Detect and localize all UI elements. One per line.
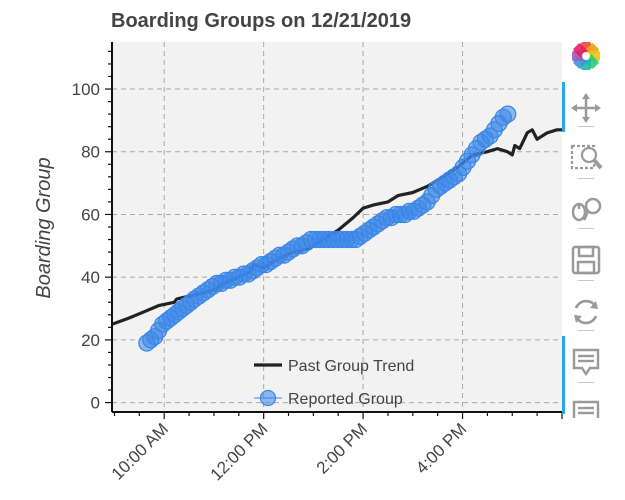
save-icon [571,245,601,275]
y-tick-label: 0 [91,394,100,413]
toolbar-separator [578,126,594,127]
y-tick-label: 80 [81,143,100,162]
x-tick-label: 4:00 PM [412,419,470,477]
legend: Past Group Trend Reported Group [254,358,414,408]
toolbar [562,38,610,418]
toolbar-separator [578,178,594,179]
legend-label: Past Group Trend [288,358,414,375]
hover-icon-2 [572,400,600,418]
box-zoom-tool-button[interactable] [568,140,604,176]
wheel-zoom-tool-button[interactable] [568,192,604,228]
toolbar-separator [578,280,594,281]
plot-area[interactable] [112,42,562,412]
save-tool-button[interactable] [568,242,604,278]
y-tick-label: 60 [81,205,100,224]
pan-icon [571,93,601,123]
toolbar-separator [578,330,594,331]
hover-tool-button[interactable] [568,344,604,380]
bokeh-logo-icon [568,38,604,74]
reset-icon [574,299,598,325]
y-tick-label: 40 [81,268,100,287]
hover-2-tool-button[interactable] [568,396,604,418]
x-tick-label: 2:00 PM [313,419,371,477]
legend-label: Reported Group [288,391,403,408]
active-tool-indicator [562,336,565,414]
y-axis-label: Boarding Group [33,157,55,298]
y-tick-label: 100 [72,80,100,99]
y-tick-label: 20 [81,331,100,350]
hover-icon [572,348,600,377]
x-tick-label: 10:00 AM [108,419,172,483]
toolbar-separator [578,382,594,383]
toolbar-separator [578,228,594,229]
grid [112,42,562,412]
wheel-zoom-icon [571,197,602,222]
reported-group-series [138,105,517,352]
axes [105,42,563,419]
reset-tool-button[interactable] [568,294,604,330]
legend-circle-swatch [259,389,277,407]
pan-tool-button[interactable] [568,90,604,126]
active-tool-indicator [562,82,565,132]
box-zoom-icon [570,144,603,170]
x-tick-label: 12:00 PM [207,419,272,484]
scatter-point [499,105,517,123]
chart-title: Boarding Groups on 12/21/2019 [111,10,411,32]
bokeh-logo-icon [572,42,600,70]
